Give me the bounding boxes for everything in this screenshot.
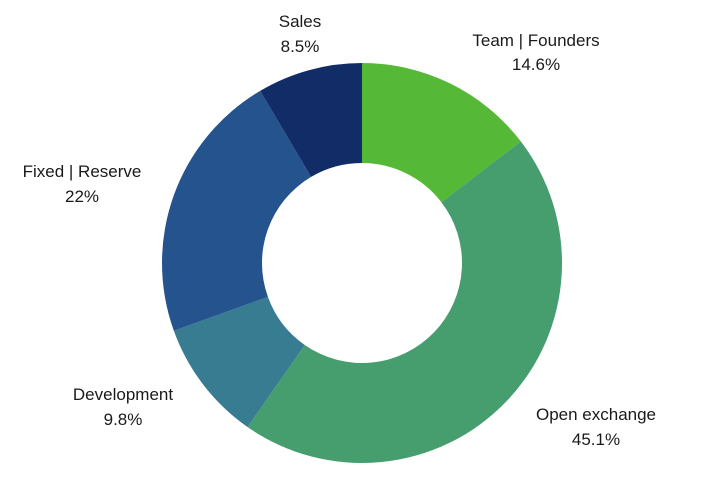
pie-slice-open-exchange: [247, 141, 562, 463]
pie-slice-sales: [260, 63, 362, 177]
slice-name-label: Sales: [279, 12, 322, 31]
pie-slice-development: [173, 296, 305, 427]
slice-name-label: Development: [73, 385, 173, 404]
slice-value-label: 9.8%: [104, 410, 143, 429]
chart-labels: Team | Founders 14.6% Open exchange 45.1% De…: [23, 12, 656, 449]
chart-slices: [161, 63, 562, 463]
slice-name-label: Fixed | Reserve: [23, 162, 142, 181]
slice-value-label: 8.5%: [281, 37, 320, 56]
pie-slice-fixed-reserve: [161, 90, 312, 331]
slice-value-label: 22%: [65, 187, 99, 206]
slice-name-label: Team | Founders: [472, 31, 599, 50]
slice-value-label: 14.6%: [512, 55, 560, 74]
pie-slice-team-founders: [362, 63, 521, 203]
slice-value-label: 45.1%: [572, 430, 620, 449]
slice-name-label: Open exchange: [536, 405, 656, 424]
